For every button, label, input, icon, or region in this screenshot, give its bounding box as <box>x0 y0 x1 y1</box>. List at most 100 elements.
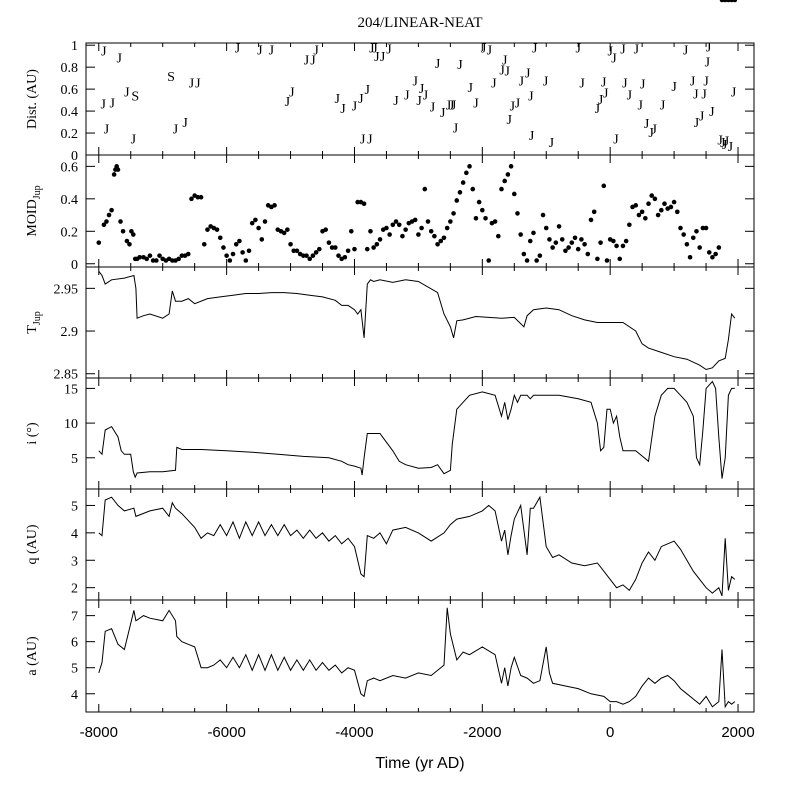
moid-point <box>674 209 680 215</box>
y-tick-label: 2.9 <box>61 325 79 340</box>
moid-point <box>540 212 546 218</box>
jupiter-encounter-mark: J <box>491 77 497 92</box>
jupiter-encounter-mark: J <box>101 45 107 60</box>
panel-frame <box>85 266 755 379</box>
moid-point <box>547 237 552 242</box>
moid-point <box>655 212 661 218</box>
moid-point <box>649 193 655 198</box>
moid-point <box>588 217 594 223</box>
jupiter-encounter-mark: J <box>182 116 188 131</box>
moid-point <box>697 245 702 250</box>
moid-point <box>492 219 498 224</box>
moid-point <box>403 227 408 232</box>
panel-q: 2 3 4 5 q (AU) <box>25 488 755 601</box>
moid-point <box>499 186 504 192</box>
moid-point <box>393 219 399 224</box>
moid-point <box>285 227 290 232</box>
panel-a: 4 5 6 7 a (AU) <box>25 599 755 713</box>
jupiter-encounter-mark: J <box>334 92 340 107</box>
jupiter-encounter-mark: J <box>487 44 493 59</box>
jupiter-encounter-mark: J <box>313 44 319 59</box>
jupiter-encounter-mark: J <box>717 134 723 149</box>
y-axis-label: a (AU) <box>25 636 40 676</box>
jupiter-encounter-mark: J <box>728 140 734 155</box>
jupiter-encounter-mark: J <box>109 96 115 111</box>
moid-point <box>483 216 488 221</box>
moid-point <box>579 237 584 242</box>
moid-point <box>604 258 610 263</box>
moid-point <box>307 256 313 262</box>
moid-point <box>627 222 632 228</box>
jupiter-encounter-mark: J <box>481 41 487 56</box>
moid-point <box>585 251 591 257</box>
moid-point <box>646 201 651 206</box>
moid-point <box>294 248 300 254</box>
moid-point <box>441 235 447 241</box>
moid-point <box>473 216 479 221</box>
jupiter-encounter-mark: J <box>365 83 371 98</box>
moid-point <box>336 253 341 258</box>
moid-point <box>511 191 517 197</box>
x-axis-label: Time (yr AD) <box>375 755 464 772</box>
jupiter-encounter-mark: J <box>601 75 607 90</box>
moid-point <box>169 258 175 263</box>
jupiter-encounter-mark: J <box>613 133 619 148</box>
jupiter-encounter-mark: J <box>595 102 601 117</box>
moid-point <box>329 245 335 250</box>
moid-point <box>253 217 258 223</box>
moid-point <box>230 251 236 257</box>
jupiter-encounter-mark: J <box>467 81 473 96</box>
moid-point <box>643 216 648 221</box>
moid-point <box>681 232 686 237</box>
moid-point <box>106 212 112 218</box>
y-tick-label: 2.95 <box>54 282 79 297</box>
moid-point <box>687 254 693 260</box>
moid-point <box>124 238 130 244</box>
moid-point <box>185 251 191 257</box>
moid-point <box>575 246 581 252</box>
moid-point <box>201 241 207 247</box>
moid-point <box>678 225 683 231</box>
x-tick-label: 0 <box>606 724 614 741</box>
y-axis-label-subscript: Jup <box>32 185 43 199</box>
jupiter-encounter-mark: J <box>722 138 728 153</box>
jupiter-encounter-mark: J <box>289 85 295 100</box>
moid-point <box>595 256 600 262</box>
moid-point <box>205 227 210 232</box>
y-axis-label-subscript: Jup <box>32 311 43 325</box>
jupiter-encounter-mark: J <box>416 94 422 109</box>
moid-point <box>131 232 136 237</box>
moid-point <box>416 232 421 237</box>
jupiter-encounter-mark: J <box>435 57 441 72</box>
moid-point <box>480 207 485 213</box>
moid-point <box>368 228 373 234</box>
moid-point <box>333 245 338 250</box>
y-tick-label: 7 <box>71 610 78 625</box>
moid-point <box>157 253 162 258</box>
moid-point <box>425 219 431 224</box>
moid-point <box>304 253 309 258</box>
jupiter-encounter-mark: J <box>457 58 463 73</box>
y-tick-label: 4 <box>71 688 78 703</box>
jupiter-encounter-mark: J <box>671 80 677 95</box>
moid-point <box>243 258 249 263</box>
moid-point <box>662 201 667 206</box>
moid-point <box>227 258 233 263</box>
moid-point <box>179 253 185 258</box>
moid-point <box>518 232 523 237</box>
jupiter-encounter-mark: J <box>731 85 737 100</box>
moid-point <box>582 241 587 247</box>
moid-point <box>451 211 456 216</box>
jupiter-encounter-mark: J <box>724 135 730 150</box>
moid-point <box>652 196 658 202</box>
jupiter-encounter-mark: J <box>380 50 386 65</box>
moid-point <box>144 256 150 262</box>
moid-point <box>256 225 261 231</box>
chart-title: 204/LINEAR-NEAT <box>358 15 483 31</box>
jupiter-encounter-mark: J <box>720 136 726 151</box>
jupiter-encounter-mark: J <box>451 98 457 113</box>
jupiter-encounter-mark: J <box>703 74 709 89</box>
moid-point <box>101 222 107 228</box>
moid-point <box>671 199 677 205</box>
jupiter-encounter-mark: J <box>195 77 201 92</box>
